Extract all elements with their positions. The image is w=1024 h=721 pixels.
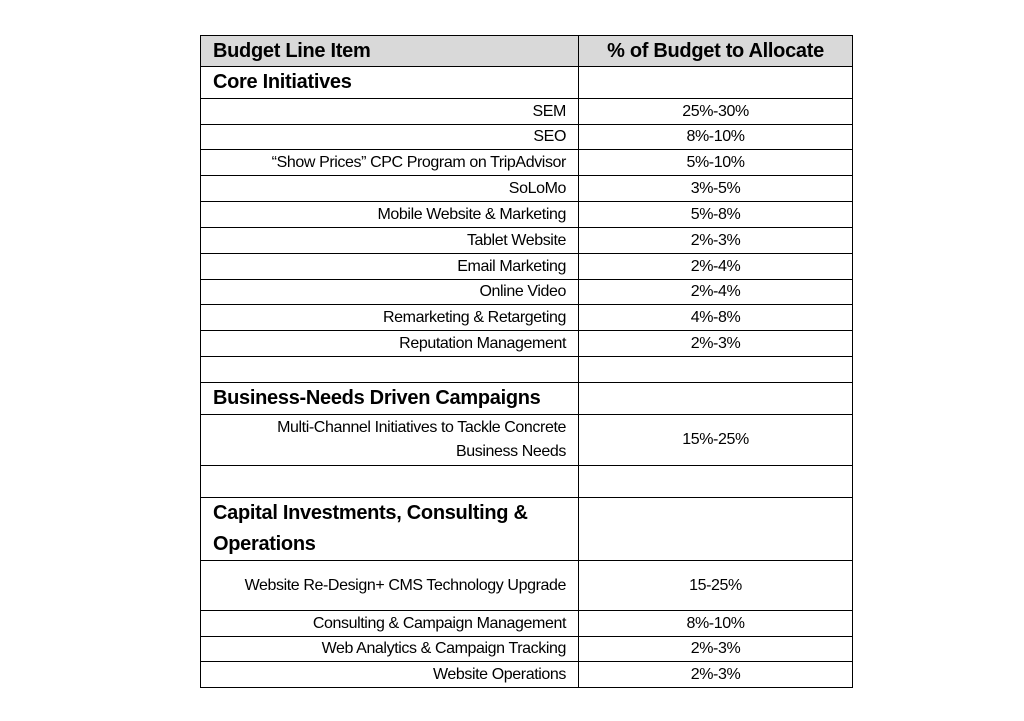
- section-row: Core Initiatives: [200, 66, 853, 99]
- budget-line-item: SoLoMo: [200, 175, 579, 202]
- budget-line-item: Remarketing & Retargeting: [200, 304, 579, 331]
- table-row: Consulting & Campaign Management 8%-10%: [200, 610, 853, 637]
- budget-line-item: Web Analytics & Campaign Tracking: [200, 636, 579, 662]
- table-row: Web Analytics & Campaign Tracking 2%-3%: [200, 636, 853, 662]
- budget-line-item: Website Operations: [200, 661, 579, 688]
- empty-row: [200, 465, 853, 498]
- table-row: “Show Prices” CPC Program on TripAdvisor…: [200, 149, 853, 176]
- budget-line-item: [200, 356, 579, 383]
- budget-percent: 2%-3%: [578, 636, 853, 662]
- section-title: Core Initiatives: [200, 66, 579, 99]
- budget-percent: 2%-4%: [578, 279, 853, 305]
- budget-line-item: Website Re-Design+ CMS Technology Upgrad…: [200, 560, 579, 611]
- table-row: Website Operations 2%-3%: [200, 661, 853, 688]
- section-row: Capital Investments, Consulting & Operat…: [200, 497, 853, 561]
- budget-line-item: Tablet Website: [200, 227, 579, 254]
- table-row: SoLoMo 3%-5%: [200, 175, 853, 202]
- budget-percent: 8%-10%: [578, 610, 853, 637]
- budget-percent: 8%-10%: [578, 124, 853, 150]
- budget-line-item: Online Video: [200, 279, 579, 305]
- budget-table: Budget Line Item % of Budget to Allocate…: [200, 35, 853, 688]
- table-row: Tablet Website 2%-3%: [200, 227, 853, 254]
- budget-line-item: “Show Prices” CPC Program on TripAdvisor: [200, 149, 579, 176]
- budget-percent: 5%-10%: [578, 149, 853, 176]
- budget-percent: 2%-3%: [578, 661, 853, 688]
- table-row: Remarketing & Retargeting 4%-8%: [200, 304, 853, 331]
- budget-percent: 2%-3%: [578, 330, 853, 357]
- table-row: Reputation Management 2%-3%: [200, 330, 853, 357]
- budget-line-item: SEO: [200, 124, 579, 150]
- budget-line-item: SEM: [200, 98, 579, 125]
- table-row: Online Video 2%-4%: [200, 279, 853, 305]
- budget-percent: [578, 356, 853, 383]
- budget-line-item: Multi-Channel Initiatives to Tackle Conc…: [200, 414, 579, 466]
- budget-percent: 2%-3%: [578, 227, 853, 254]
- header-percent-of-budget: % of Budget to Allocate: [578, 35, 853, 67]
- header-budget-line-item: Budget Line Item: [200, 35, 579, 67]
- section-title: Business-Needs Driven Campaigns: [200, 382, 579, 415]
- budget-percent: [578, 382, 853, 415]
- budget-line-item: Email Marketing: [200, 253, 579, 280]
- table-row: SEO 8%-10%: [200, 124, 853, 150]
- empty-row: [200, 356, 853, 383]
- table-row: Email Marketing 2%-4%: [200, 253, 853, 280]
- budget-line-item: Reputation Management: [200, 330, 579, 357]
- budget-percent: [578, 497, 853, 561]
- budget-percent: 15%-25%: [578, 414, 853, 466]
- table-row: Website Re-Design+ CMS Technology Upgrad…: [200, 560, 853, 611]
- budget-percent: 3%-5%: [578, 175, 853, 202]
- header-row: Budget Line Item % of Budget to Allocate: [200, 35, 853, 67]
- budget-percent: [578, 66, 853, 99]
- budget-percent: 5%-8%: [578, 201, 853, 228]
- section-title: Capital Investments, Consulting & Operat…: [200, 497, 579, 561]
- budget-percent: [578, 465, 853, 498]
- budget-line-item: [200, 465, 579, 498]
- budget-percent: 25%-30%: [578, 98, 853, 125]
- table-row: Multi-Channel Initiatives to Tackle Conc…: [200, 414, 853, 466]
- budget-percent: 4%-8%: [578, 304, 853, 331]
- section-row: Business-Needs Driven Campaigns: [200, 382, 853, 415]
- table-row: SEM 25%-30%: [200, 98, 853, 125]
- budget-percent: 15-25%: [578, 560, 853, 611]
- table-row: Mobile Website & Marketing 5%-8%: [200, 201, 853, 228]
- budget-line-item: Mobile Website & Marketing: [200, 201, 579, 228]
- budget-line-item: Consulting & Campaign Management: [200, 610, 579, 637]
- budget-percent: 2%-4%: [578, 253, 853, 280]
